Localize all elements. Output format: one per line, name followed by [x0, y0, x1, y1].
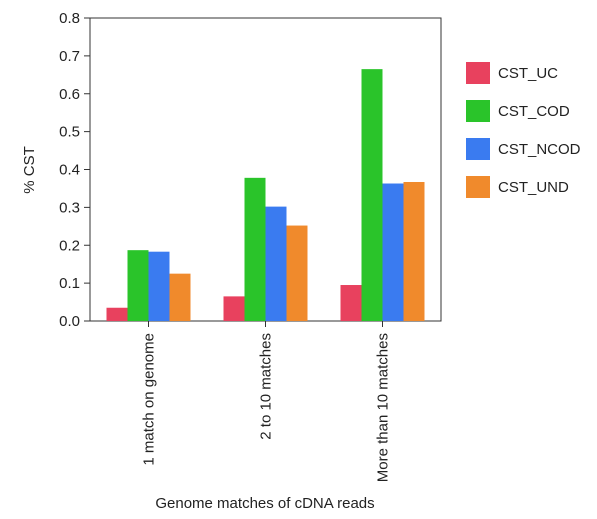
y-tick-label: 0.7: [59, 48, 80, 65]
bar-cst-uc-3: [340, 285, 362, 321]
bar-cst-und-3: [403, 181, 425, 321]
category-label: More than 10 matches: [375, 333, 392, 482]
y-axis-title: % CST: [21, 146, 38, 194]
y-tick-label: 0.4: [59, 162, 80, 179]
y-axis: 0.0 0.1 0.2 0.3 0.4 0.5 0.6 0.7 0.8: [59, 10, 90, 330]
y-tick-label: 0.6: [59, 86, 80, 103]
bar-cst-und-2: [286, 225, 308, 321]
y-tick-label: 0.2: [59, 237, 80, 254]
x-axis-title: Genome matches of cDNA reads: [155, 495, 374, 512]
bar-cst-ncod-1: [148, 251, 170, 321]
legend-label: CST_UND: [498, 179, 569, 196]
bar-cst-cod-2: [244, 177, 266, 321]
bar-cst-uc-2: [223, 296, 245, 321]
bar-cst-cod-1: [127, 250, 149, 321]
category-label: 2 to 10 matches: [258, 333, 275, 440]
legend-swatch-cst-und: [466, 176, 490, 198]
legend-swatch-cst-cod: [466, 100, 490, 122]
legend-label: CST_COD: [498, 103, 570, 120]
bar-cst-uc-1: [106, 307, 128, 321]
bar-cst-ncod-2: [265, 206, 287, 321]
bar-cst-und-1: [169, 273, 191, 321]
legend: CST_UC CST_COD CST_NCOD CST_UND: [466, 62, 581, 198]
y-tick-label: 0.5: [59, 124, 80, 141]
category-label: 1 match on genome: [141, 333, 158, 466]
y-tick-label: 0.3: [59, 199, 80, 216]
y-tick-label: 0.1: [59, 275, 80, 292]
bar-cst-cod-3: [361, 69, 383, 321]
y-tick-label: 0.0: [59, 313, 80, 330]
legend-swatch-cst-ncod: [466, 138, 490, 160]
x-axis: 1 match on genome 2 to 10 matches More tha…: [141, 321, 392, 482]
legend-label: CST_UC: [498, 65, 558, 82]
y-tick-label: 0.8: [59, 10, 80, 27]
legend-swatch-cst-uc: [466, 62, 490, 84]
bars: [106, 69, 425, 321]
bar-cst-ncod-3: [382, 183, 404, 321]
legend-label: CST_NCOD: [498, 141, 581, 158]
